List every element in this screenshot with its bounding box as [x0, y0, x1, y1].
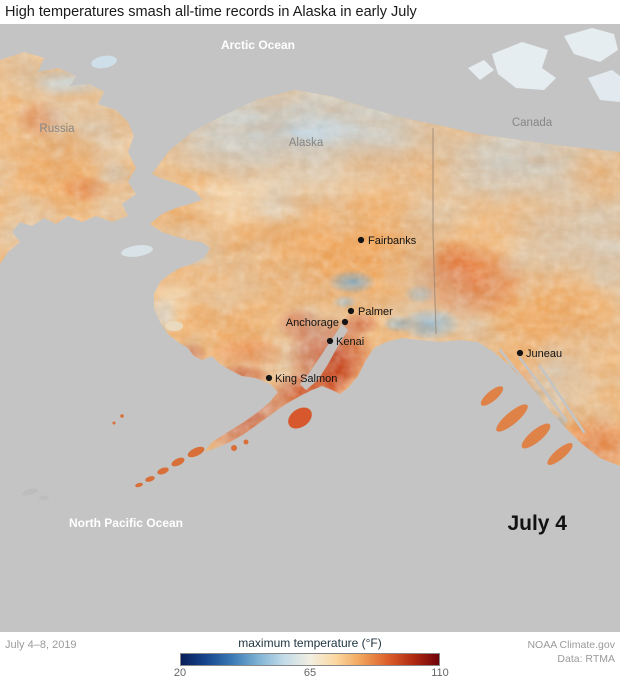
city-dot	[341, 318, 349, 326]
gray-islands	[22, 488, 49, 501]
label-canada: Canada	[512, 117, 553, 129]
colorbar-tick-min: 20	[173, 667, 187, 679]
cook-inlet	[300, 324, 348, 390]
colorbar-title: maximum temperature (°F)	[238, 636, 382, 650]
city-marker-king-salmon: King Salmon	[265, 373, 337, 385]
city-dot	[265, 374, 273, 382]
city-label: Palmer	[358, 306, 393, 318]
city-marker-juneau: Juneau	[516, 348, 562, 360]
map-date-label: July 4	[507, 512, 567, 535]
islands	[22, 28, 620, 501]
colorbar-ticks: 20 65 110	[174, 666, 449, 680]
alaska-temperature-map: Arctic Ocean Russia Alaska Canada North …	[0, 24, 620, 632]
page-title: High temperatures smash all-time records…	[0, 0, 620, 24]
colorbar-gradient	[180, 653, 440, 666]
map-container: Arctic Ocean Russia Alaska Canada North …	[0, 24, 620, 632]
kodiak-island	[288, 407, 312, 429]
colorbar-tick-max: 110	[431, 667, 449, 679]
city-label: King Salmon	[275, 373, 337, 385]
city-label: Fairbanks	[368, 235, 417, 247]
city-dot	[357, 236, 365, 244]
arctic-island	[564, 28, 618, 62]
city-marker-palmer: Palmer	[347, 306, 393, 318]
wrangel-island	[91, 55, 117, 69]
arctic-island	[492, 42, 556, 90]
city-label: Kenai	[336, 336, 364, 348]
city-dot	[347, 307, 355, 315]
date-range-label: July 4–8, 2019	[5, 639, 77, 651]
attribution-data: Data: RTMA	[557, 652, 615, 665]
arctic-island	[468, 60, 494, 80]
city-marker-fairbanks: Fairbanks	[357, 235, 417, 247]
attribution-source: NOAA Climate.gov	[527, 639, 615, 651]
alaska-canada-border	[432, 128, 437, 335]
water-features	[300, 324, 586, 434]
attribution: NOAA Climate.gov Data: RTMA	[465, 632, 620, 688]
city-label: Juneau	[526, 348, 562, 360]
st-lawrence-island	[121, 245, 153, 257]
label-arctic-ocean: Arctic Ocean	[221, 38, 295, 52]
colorbar-tick-mid: 65	[303, 667, 317, 679]
panhandle-islands	[480, 386, 573, 465]
city-marker-kenai: Kenai	[326, 336, 364, 348]
prince-william-sound	[373, 347, 395, 361]
arctic-island	[588, 70, 620, 102]
aleutian-islands	[112, 414, 249, 488]
label-north-pacific-ocean: North Pacific Ocean	[69, 516, 183, 530]
panhandle-fjords	[498, 348, 586, 434]
colorbar-legend: maximum temperature (°F)	[155, 632, 465, 688]
city-dot	[516, 349, 524, 357]
city-label: Anchorage	[286, 317, 339, 329]
footer: July 4–8, 2019 maximum temperature (°F)	[0, 632, 620, 688]
nunivak-island	[165, 321, 183, 331]
city-dot	[326, 337, 334, 345]
label-russia: Russia	[39, 123, 75, 135]
city-marker-anchorage: Anchorage	[286, 317, 349, 329]
label-alaska: Alaska	[289, 137, 324, 149]
